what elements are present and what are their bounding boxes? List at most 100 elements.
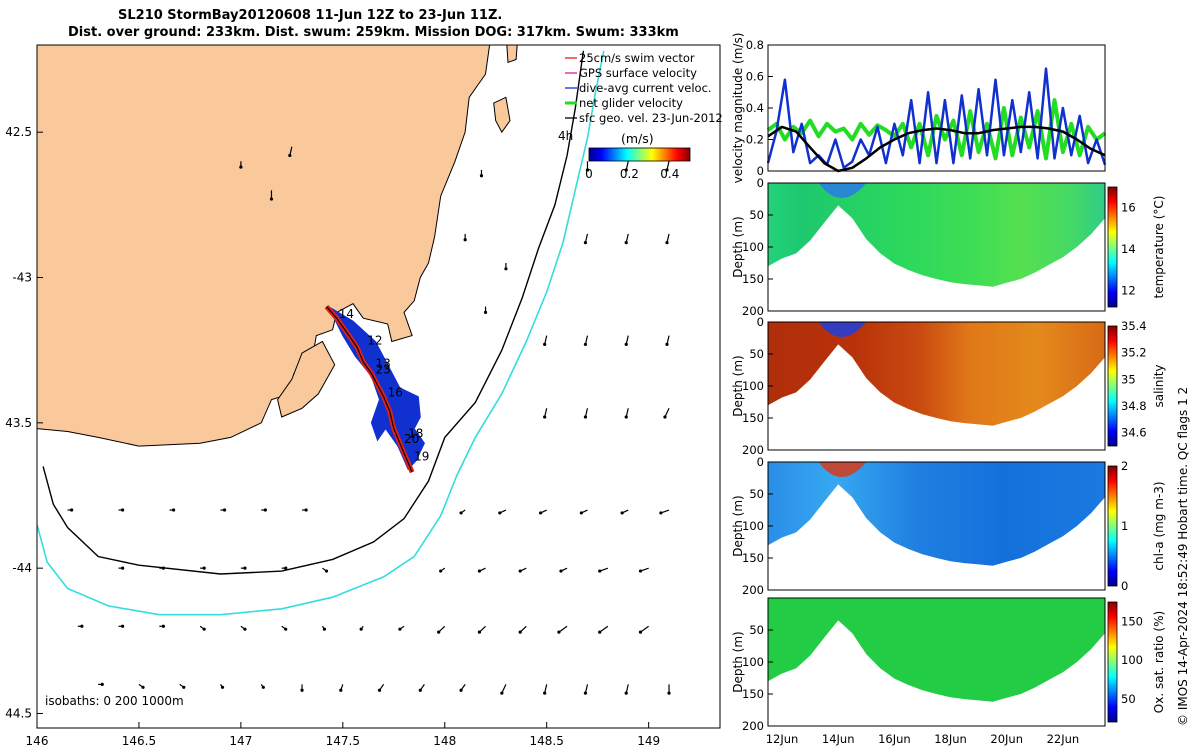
colorbar-tick-label: 34.6 [1121, 426, 1147, 440]
x-tick-label: 18Jun [934, 732, 967, 746]
current-vector-head [324, 569, 329, 573]
x-tick-label: 146.5 [122, 734, 156, 748]
y-axis-label: Depth (m) [731, 216, 745, 277]
current-vector-head [100, 682, 104, 687]
colorbar-label: salinity [1152, 364, 1166, 407]
colorbar-tick-label: 100 [1121, 653, 1143, 667]
current-vector-head [543, 415, 547, 419]
current-vector-head [70, 508, 74, 512]
current-vector-head [638, 569, 643, 573]
x-tick-label: 14Jun [822, 732, 855, 746]
colorbar [1107, 325, 1118, 447]
current-vector-head [477, 630, 482, 634]
legend-entry: dive-avg current veloc. [579, 81, 712, 95]
section-fill [768, 598, 1105, 702]
colorbar-tick-label: 35.2 [1121, 346, 1147, 360]
island-1 [493, 96, 511, 134]
current-vector-head [239, 165, 243, 169]
glider-track [326, 306, 413, 473]
current-vector-head [638, 630, 643, 634]
current-vector-head [585, 168, 590, 172]
track-day-label: 23 [375, 362, 390, 376]
current-vector-head [172, 508, 176, 512]
x-tick-label: 22Jun [1047, 732, 1080, 746]
colorbar-label: temperature (°C) [1152, 196, 1166, 299]
current-vector-head [121, 566, 125, 570]
velocity-series-2 [767, 125, 1106, 173]
track-day-label: 18 [408, 426, 423, 440]
current-vector-head [663, 415, 667, 419]
y-tick-label: 50 [749, 347, 764, 361]
current-vector-head [620, 511, 624, 515]
y-axis-label: velocity magnitude (m/s) [731, 33, 745, 184]
current-vector-head [538, 511, 543, 515]
x-tick-label: 12Jun [766, 732, 799, 746]
current-vector-head [261, 685, 265, 689]
current-vector-head [202, 566, 206, 570]
legend-entry: 25cm/s swim vector [579, 51, 695, 65]
speed-colorbar [588, 147, 691, 162]
current-vector-head [665, 168, 669, 172]
colorbar-tick-label: 12 [1121, 283, 1136, 297]
y-tick-label: 0.2 [746, 133, 764, 147]
current-vector-head [304, 508, 308, 512]
current-vector-head [598, 630, 602, 634]
current-vector-head [624, 691, 628, 695]
temperature-panel: 0 50 100 150 200 Depth (m) 12 14 16 temperature (… [731, 176, 1166, 318]
current-vector-head [161, 566, 166, 570]
current-vector-head [220, 685, 225, 689]
y-tick-label: 200 [742, 443, 764, 457]
colorbar-tick-label: 35 [1121, 372, 1136, 386]
colorbar-tick-label: 35.4 [1121, 319, 1147, 333]
current-vector-head [288, 153, 292, 158]
x-tick-label: 148.5 [530, 734, 564, 748]
track-day-label: 16 [388, 386, 403, 400]
current-vector-head [222, 508, 227, 512]
y-tick-label: 42.5 [5, 125, 32, 139]
current-vector-head [479, 174, 484, 178]
map-frame [36, 44, 721, 729]
current-vector-head [624, 415, 628, 419]
current-vector-head [559, 569, 563, 573]
legend-entry: sfc geo. vel. 23-Jun-2012 [579, 111, 723, 125]
current-vector-head [518, 630, 522, 634]
surface-feature [818, 462, 867, 477]
current-vector-head [322, 627, 327, 631]
current-vector-head [598, 569, 602, 573]
colorbar-tick-label: 16 [1121, 201, 1136, 215]
current-vector-head [243, 627, 247, 631]
current-vector-head [579, 511, 583, 515]
y-tick-label: 150 [742, 411, 764, 425]
current-vector-head [121, 508, 125, 512]
island-2 [506, 45, 518, 64]
current-vector-head [418, 688, 422, 692]
y-tick-label: 0 [757, 164, 764, 178]
current-vector-head [161, 624, 166, 628]
oxygen-panel: 50 100 150 200 Depth (m) 50 100 150 Ox. sat. rat… [731, 597, 1166, 733]
current-vector-head [377, 688, 382, 692]
y-tick-label: 150 [742, 551, 764, 565]
colorbar-label: Ox. sat. ratio (%) [1152, 611, 1166, 713]
y-tick-label: 0 [757, 176, 764, 190]
y-tick-label: 50 [749, 208, 764, 222]
current-vector-head [659, 511, 663, 515]
island-0 [277, 340, 336, 418]
colorbar-tick-label: 0 [585, 167, 593, 181]
colorbar-tick-label: 50 [1121, 692, 1136, 706]
colorbar-tick-label: 150 [1121, 614, 1143, 628]
y-axis-label: Depth (m) [731, 495, 745, 556]
isobath-1000 [37, 50, 605, 616]
figure-title: SL210 StormBay20120608 11-Jun 12Z to 23-… [118, 8, 503, 23]
y-tick-label: 200 [742, 583, 764, 597]
current-vector-head [583, 342, 588, 346]
current-vector [501, 684, 507, 694]
chl-a-panel: 0 50 100 150 200 Depth (m) 0 1 2 chl-a (mg m-3) [731, 455, 1166, 597]
current-vector-head [498, 511, 502, 515]
track-day-label: 12 [367, 333, 382, 347]
land-mass [37, 45, 491, 447]
current-vector [599, 625, 609, 633]
surface-feature [818, 183, 867, 198]
current-vector-head [284, 627, 288, 631]
